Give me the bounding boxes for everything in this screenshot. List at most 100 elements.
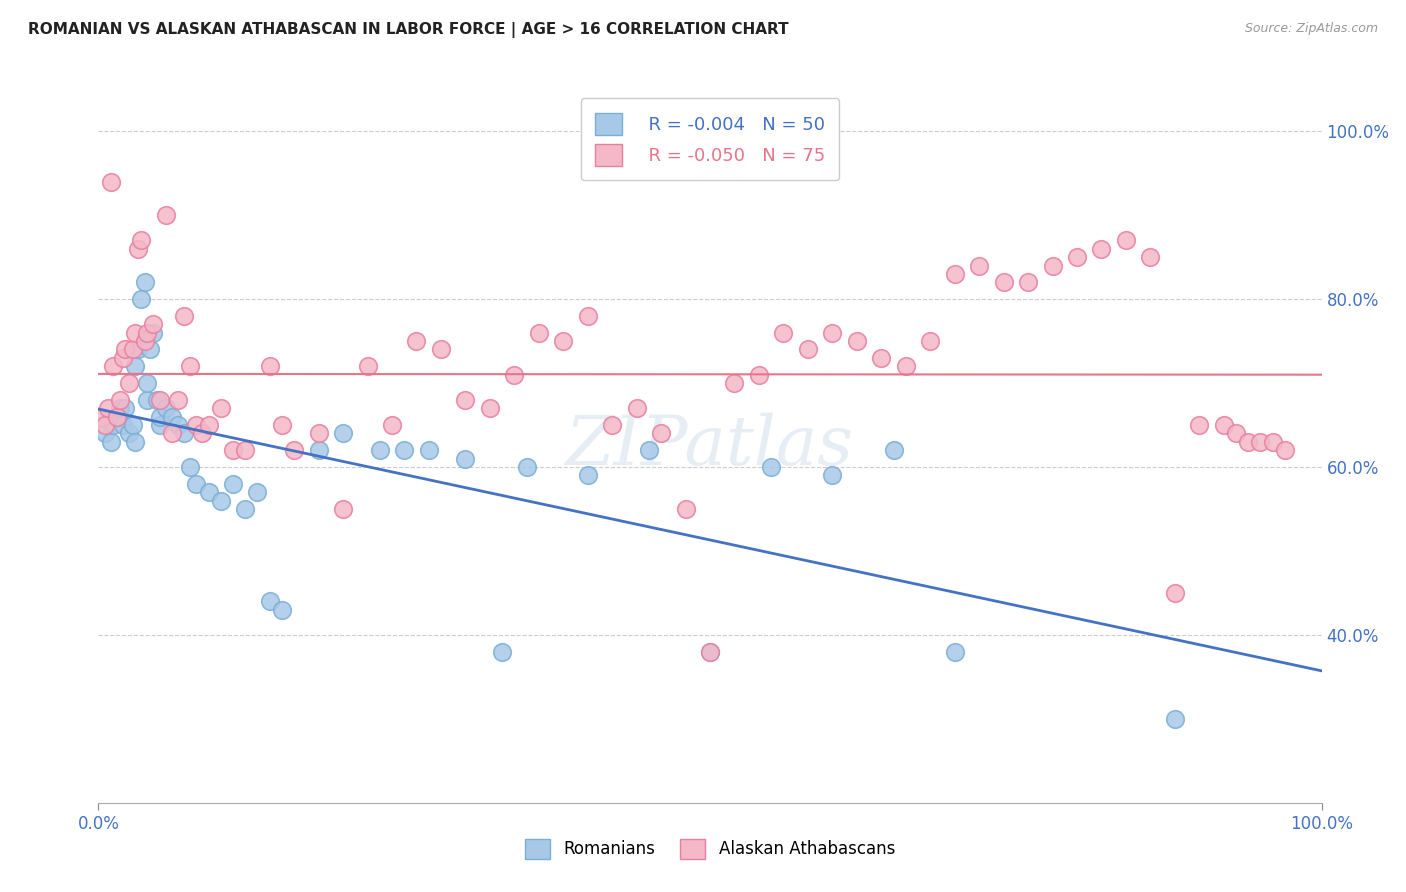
Point [883,443,905,458]
Point [100,175,122,189]
Point [723,376,745,390]
Point [894,359,917,374]
Point [430,343,453,357]
Point [121,417,143,432]
Point [527,326,550,340]
Point [142,318,165,332]
Point [943,645,966,659]
Point [270,603,294,617]
Point [650,426,672,441]
Text: ZIPatlas: ZIPatlas [567,413,853,479]
Point [478,401,501,416]
Point [97,401,120,416]
Point [761,460,783,475]
Point [136,392,159,407]
Point [246,485,269,500]
Point [259,359,281,374]
Point [308,426,330,441]
Point [233,443,256,458]
Legend: Romanians, Alaskan Athabascans: Romanians, Alaskan Athabascans [519,832,901,866]
Point [967,259,990,273]
Point [1139,250,1161,264]
Point [101,417,124,432]
Point [114,401,136,416]
Point [1115,233,1137,247]
Point [454,451,477,466]
Point [179,460,201,475]
Point [136,376,159,390]
Point [797,343,820,357]
Point [197,417,219,432]
Point [129,233,152,247]
Point [118,376,141,390]
Point [699,645,721,659]
Point [1250,434,1272,449]
Text: Source: ZipAtlas.com: Source: ZipAtlas.com [1244,22,1378,36]
Point [1237,434,1260,449]
Point [368,443,391,458]
Point [626,401,648,416]
Point [553,334,575,348]
Point [821,468,844,483]
Point [167,392,190,407]
Point [491,645,513,659]
Point [173,309,195,323]
Point [155,401,177,416]
Point [332,502,354,516]
Point [186,476,208,491]
Point [748,368,770,382]
Point [270,417,294,432]
Point [600,417,623,432]
Point [129,292,152,306]
Point [124,326,146,340]
Point [118,426,141,441]
Point [110,392,132,407]
Point [405,334,427,348]
Point [179,359,201,374]
Point [134,334,156,348]
Point [160,409,183,424]
Point [155,208,177,222]
Point [516,460,538,475]
Point [1017,275,1039,289]
Point [186,417,208,432]
Point [91,409,114,424]
Point [1090,242,1112,256]
Point [845,334,868,348]
Point [93,417,115,432]
Point [209,493,232,508]
Point [1164,586,1187,600]
Point [772,326,794,340]
Point [699,645,721,659]
Point [111,351,134,365]
Point [418,443,440,458]
Point [1212,417,1234,432]
Point [821,326,844,340]
Point [142,326,165,340]
Point [576,309,599,323]
Point [101,359,124,374]
Point [454,392,477,407]
Point [1066,250,1088,264]
Point [149,392,172,407]
Point [1042,259,1064,273]
Point [1225,426,1247,441]
Point [105,409,128,424]
Point [124,359,146,374]
Point [222,476,245,491]
Point [121,343,143,357]
Point [1261,434,1284,449]
Point [134,275,156,289]
Point [136,326,159,340]
Point [146,392,169,407]
Point [638,443,661,458]
Point [127,343,149,357]
Point [675,502,697,516]
Point [149,417,172,432]
Point [1274,443,1296,458]
Point [392,443,416,458]
Point [105,409,128,424]
Point [160,426,183,441]
Point [149,409,172,424]
Point [197,485,219,500]
